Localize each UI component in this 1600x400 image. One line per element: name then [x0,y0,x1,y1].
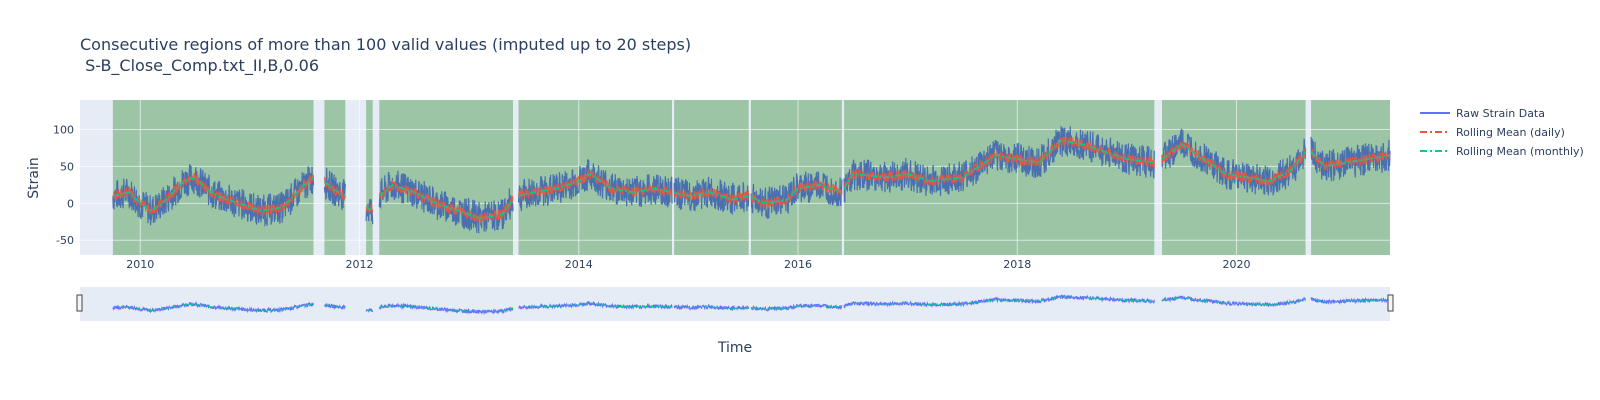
rolling-mean-monthly-segment-0 [112,176,314,212]
rolling-mean-daily-segment-2 [365,203,374,214]
slider-monthly-segment-8 [1162,297,1306,306]
valid-region-3 [379,100,514,255]
x-tick-label-2018: 2018 [1003,258,1031,271]
y-tick-label--50: -50 [56,234,74,247]
y-tick-label-50: 50 [60,160,74,173]
slider-monthly-segment-2 [366,309,373,311]
slider-monthly-segment-7 [843,296,1155,307]
slider-monthly-segment-0 [112,303,314,311]
legend-label-2: Rolling Mean (monthly) [1456,145,1584,158]
rolling-mean-monthly-segment-5 [674,191,749,201]
valid-region-2 [366,100,373,255]
rolling-mean-daily-segment-3 [378,179,514,224]
rolling-mean-monthly-segment-2 [365,206,374,212]
range-slider-preview [112,294,1391,316]
rolling-mean-daily-segment-9 [1310,148,1391,172]
x-tick-label-2010: 2010 [126,258,154,271]
y-tick-label-100: 100 [53,124,74,137]
x-tick-label-2016: 2016 [784,258,812,271]
rolling-mean-monthly-segment-1 [323,180,346,197]
chart-title-line2: S-B_Close_Comp.txt_II,B,0.06 [80,56,320,75]
x-axis-title: Time [717,340,752,356]
valid-region-9 [1311,100,1390,255]
range-slider-right-handle[interactable] [1387,294,1394,312]
slider-monthly-segment-6 [750,304,843,310]
rolling-mean-daily-segment-5 [673,187,750,205]
rolling-mean-monthly-segment-9 [1310,151,1390,168]
x-tick-labels: 2010 2012 2014 2016 2018 2020 [126,258,1250,271]
slider-raw-segment-0 [112,301,314,314]
rolling-mean-monthly-segment-6 [750,184,843,205]
raw-strain-segment-0 [112,163,315,227]
rolling-mean-series [112,135,1391,224]
valid-regions [112,100,1390,255]
slider-raw-segment-3 [378,302,514,316]
rolling-mean-monthly-segment-4 [518,172,673,197]
valid-region-5 [674,100,749,255]
plot-background [80,100,1390,255]
x-tick-label-2020: 2020 [1223,258,1251,271]
rolling-mean-monthly-segment-8 [1161,143,1307,183]
legend: Raw Strain Data Rolling Mean (daily) Rolli… [1420,107,1584,158]
rolling-mean-monthly-segment-7 [843,139,1155,189]
valid-region-0 [112,100,314,255]
legend-label-0: Raw Strain Data [1456,107,1545,120]
slider-monthly-segment-9 [1310,298,1390,303]
legend-label-1: Rolling Mean (daily) [1456,126,1565,139]
y-tick-label-0: 0 [67,197,74,210]
rolling-mean-daily-segment-4 [518,169,673,200]
rolling-mean-daily-segment-1 [324,176,346,201]
slider-monthly-segment-5 [674,306,749,309]
raw-strain-segment-9 [1310,136,1391,182]
x-tick-label-2012: 2012 [346,258,374,271]
range-slider-background[interactable] [80,287,1390,321]
rolling-mean-monthly-segment-3 [378,184,514,219]
range-slider-left-handle[interactable] [76,294,83,312]
chart-title-line1: Consecutive regions of more than 100 val… [80,35,692,54]
chart-title: Consecutive regions of more than 100 val… [80,34,691,76]
slider-monthly-segment-3 [379,304,514,313]
y-axis-title: Strain [26,157,42,198]
valid-region-1 [324,100,346,255]
y-tick-labels: -50 0 50 100 [53,124,74,248]
raw-strain-segment-2 [365,199,374,225]
slider-monthly-segment-1 [324,304,346,309]
slider-raw-segment-6 [750,302,843,312]
slider-monthly-segment-4 [518,302,673,309]
x-tick-label-2014: 2014 [565,258,593,271]
